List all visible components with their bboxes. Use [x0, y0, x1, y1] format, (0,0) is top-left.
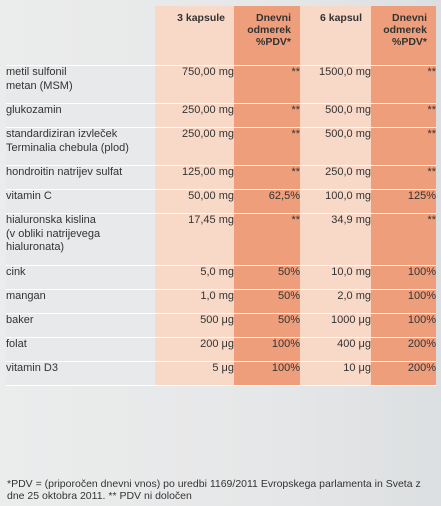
pdv-6-capsules: 100%: [371, 266, 436, 290]
amount-6-capsules: 500,0 mg: [300, 104, 371, 128]
ingredient-name: hialuronska kislina (v obliki natrijeveg…: [6, 214, 155, 266]
table-row: vitamin D3 5 μg 100% 10 μg 200%: [6, 362, 436, 386]
amount-6-capsules: 400 μg: [300, 338, 371, 362]
amount-3-capsules: 500 μg: [155, 314, 234, 338]
ingredient-name: cink: [6, 266, 155, 290]
amount-3-capsules: 750,00 mg: [155, 66, 234, 104]
table-row: hialuronska kislina (v obliki natrijeveg…: [6, 214, 436, 266]
pdv-3-capsules: **: [234, 104, 300, 128]
pdv-3-capsules: **: [234, 166, 300, 190]
amount-3-capsules: 5 μg: [155, 362, 234, 386]
amount-6-capsules: 100,0 mg: [300, 190, 371, 214]
pdv-3-capsules: 50%: [234, 290, 300, 314]
amount-6-capsules: 1000 μg: [300, 314, 371, 338]
amount-3-capsules: 1,0 mg: [155, 290, 234, 314]
pdv-3-capsules: **: [234, 214, 300, 266]
pdv-3-capsules: 50%: [234, 314, 300, 338]
amount-3-capsules: 200 μg: [155, 338, 234, 362]
table-row: standardiziran izvleček Terminalia chebu…: [6, 128, 436, 166]
header-3-capsules: 3 kapsule: [155, 6, 234, 66]
ingredient-name: folat: [6, 338, 155, 362]
table-row: mangan 1,0 mg 50% 2,0 mg 100%: [6, 290, 436, 314]
pdv-6-capsules: **: [371, 166, 436, 190]
ingredient-name: hondroitin natrijev sulfat: [6, 166, 155, 190]
amount-6-capsules: 10 μg: [300, 362, 371, 386]
header-daily-dose-1: Dnevni odmerek %PDV*: [234, 6, 300, 66]
ingredient-name: metil sulfonil metan (MSM): [6, 66, 155, 104]
pdv-6-capsules: 100%: [371, 314, 436, 338]
pdv-6-capsules: 200%: [371, 362, 436, 386]
amount-6-capsules: 1500,0 mg: [300, 66, 371, 104]
table-row: baker 500 μg 50% 1000 μg 100%: [6, 314, 436, 338]
amount-3-capsules: 125,00 mg: [155, 166, 234, 190]
table-row: vitamin C 50,00 mg 62,5% 100,0 mg 125%: [6, 190, 436, 214]
pdv-6-capsules: 100%: [371, 290, 436, 314]
header-ingredient-cell: [6, 6, 155, 66]
amount-3-capsules: 250,00 mg: [155, 128, 234, 166]
pdv-3-capsules: 50%: [234, 266, 300, 290]
pdv-6-capsules: **: [371, 214, 436, 266]
ingredient-name: vitamin D3: [6, 362, 155, 386]
pdv-6-capsules: **: [371, 128, 436, 166]
header-6-capsules: 6 kapsul: [300, 6, 371, 66]
ingredient-name: standardiziran izvleček Terminalia chebu…: [6, 128, 155, 166]
ingredient-name: mangan: [6, 290, 155, 314]
amount-3-capsules: 250,00 mg: [155, 104, 234, 128]
table-row: cink 5,0 mg 50% 10,0 mg 100%: [6, 266, 436, 290]
amount-6-capsules: 500,0 mg: [300, 128, 371, 166]
amount-6-capsules: 34,9 mg: [300, 214, 371, 266]
ingredient-name: baker: [6, 314, 155, 338]
amount-3-capsules: 17,45 mg: [155, 214, 234, 266]
pdv-6-capsules: 200%: [371, 338, 436, 362]
pdv-6-capsules: **: [371, 104, 436, 128]
pdv-6-capsules: **: [371, 66, 436, 104]
table-row: glukozamin 250,00 mg ** 500,0 mg **: [6, 104, 436, 128]
pdv-3-capsules: 62,5%: [234, 190, 300, 214]
amount-3-capsules: 5,0 mg: [155, 266, 234, 290]
amount-6-capsules: 2,0 mg: [300, 290, 371, 314]
ingredient-name: vitamin C: [6, 190, 155, 214]
header-daily-dose-2: Dnevni odmerek %PDV*: [371, 6, 436, 66]
pdv-3-capsules: **: [234, 66, 300, 104]
amount-6-capsules: 250,0 mg: [300, 166, 371, 190]
ingredient-name: glukozamin: [6, 104, 155, 128]
amount-6-capsules: 10,0 mg: [300, 266, 371, 290]
table-header-row: 3 kapsule Dnevni odmerek %PDV* 6 kapsul …: [6, 6, 436, 66]
pdv-6-capsules: 125%: [371, 190, 436, 214]
table-row: hondroitin natrijev sulfat 125,00 mg ** 250…: [6, 166, 436, 190]
table-row: folat 200 μg 100% 400 μg 200%: [6, 338, 436, 362]
amount-3-capsules: 50,00 mg: [155, 190, 234, 214]
pdv-3-capsules: 100%: [234, 362, 300, 386]
pdv-3-capsules: 100%: [234, 338, 300, 362]
pdv-3-capsules: **: [234, 128, 300, 166]
table-row: metil sulfonil metan (MSM) 750,00 mg ** 150…: [6, 66, 436, 104]
footnote: *PDV = (priporočen dnevni vnos) po uredb…: [7, 478, 421, 502]
nutrition-table: 3 kapsule Dnevni odmerek %PDV* 6 kapsul …: [6, 6, 436, 386]
